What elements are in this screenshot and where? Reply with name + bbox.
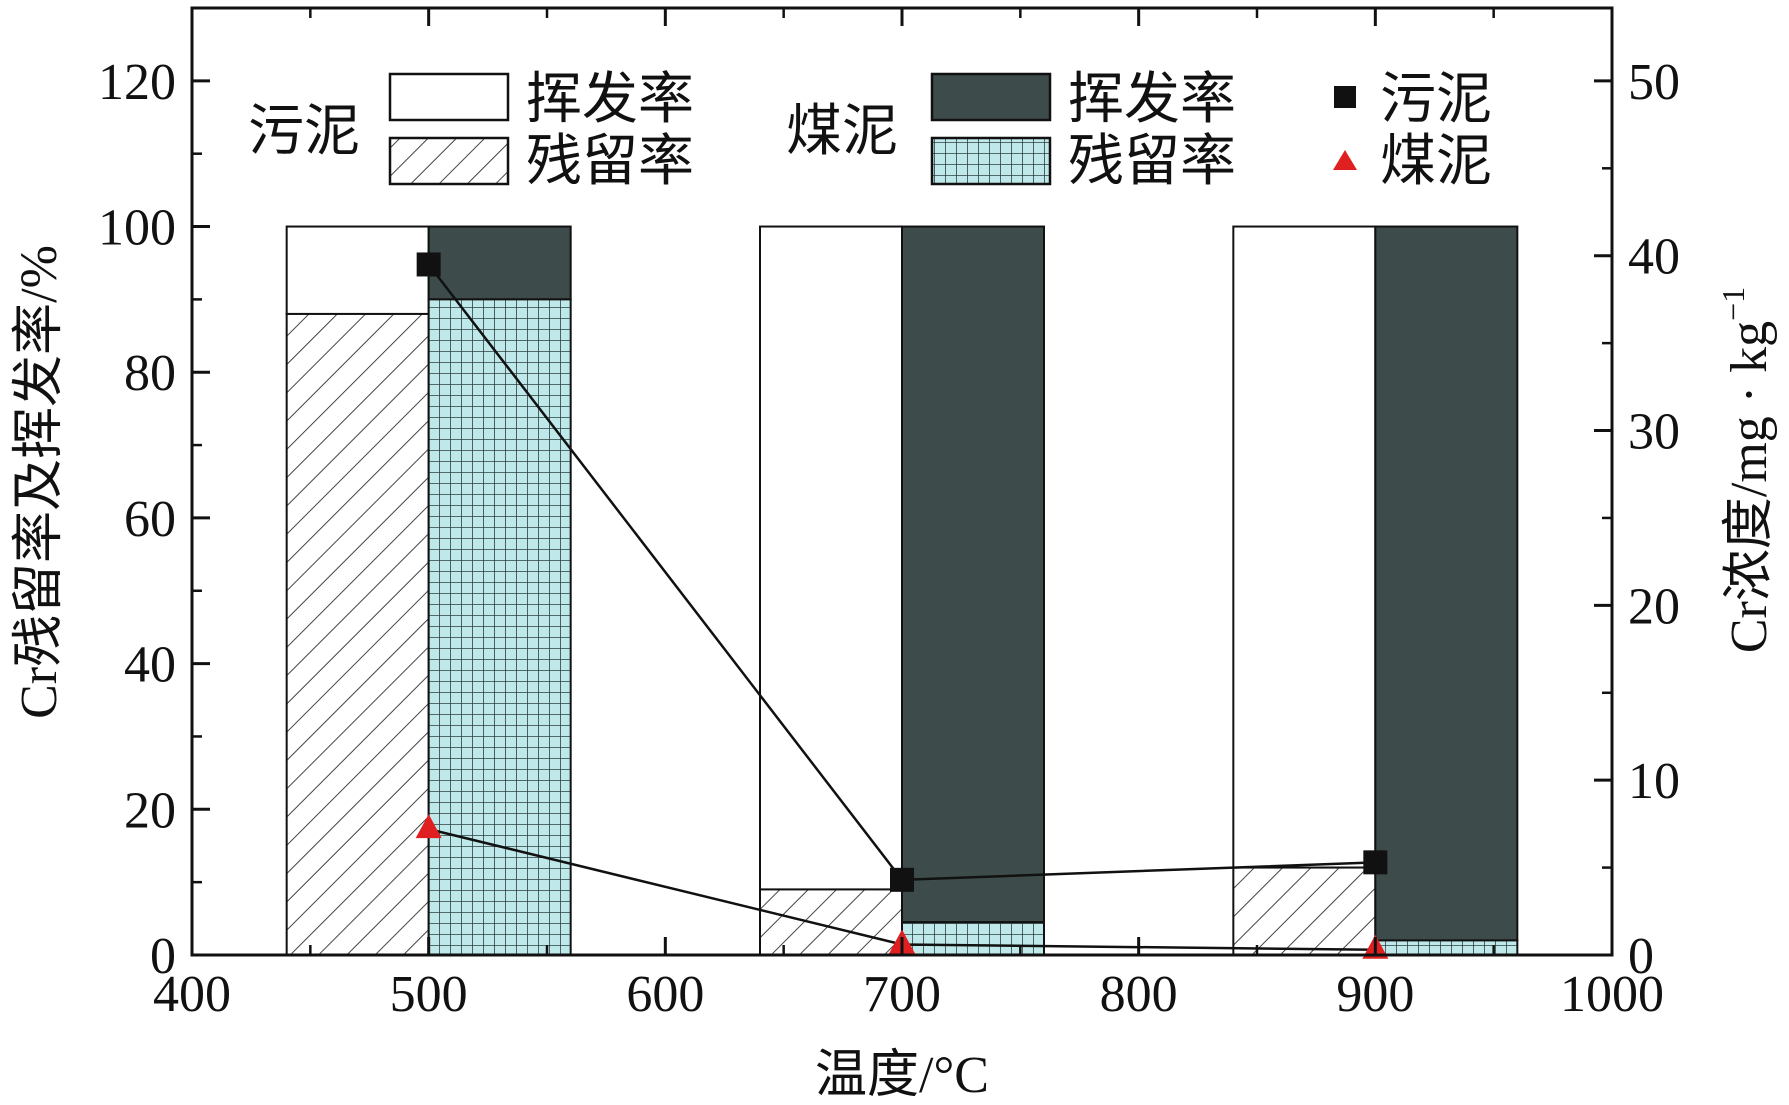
x-tick-label-3: 700 <box>863 966 941 1023</box>
bar-residual-煤泥-2 <box>1374 939 1519 957</box>
marker-coal-0 <box>415 814 442 839</box>
legend-label-sludge-residual: 残留率 <box>526 131 694 193</box>
legend-swatch-sludge-volatilization <box>388 72 510 122</box>
bar-volatilization-煤泥-2 <box>1374 225 1519 942</box>
bar-residual-煤泥-1 <box>901 921 1045 957</box>
legend-label-coal-volatilization: 挥发率 <box>1068 69 1236 131</box>
legend-label-coal-residual: 残留率 <box>1068 131 1236 193</box>
bar-residual-污泥-2 <box>1232 866 1377 956</box>
bar-residual-污泥-0 <box>285 312 430 956</box>
bar-residual-污泥-1 <box>759 888 903 957</box>
y-left-axis-ticks: 0 20 40 60 80 100 120 <box>98 54 210 985</box>
bars-layer <box>285 225 1519 957</box>
bar-volatilization-污泥-1 <box>759 225 903 891</box>
x-axis-title: 温度/°C <box>815 1047 989 1104</box>
y-left-tick-label-6: 120 <box>98 54 176 111</box>
y-left-axis-title: Cr残留率及挥发率/% <box>11 245 68 719</box>
legend-swatch-coal-residual <box>930 136 1052 186</box>
y-left-tick-label-0: 0 <box>150 928 176 985</box>
x-tick-label-5: 900 <box>1336 966 1414 1023</box>
markers-layer <box>415 252 1389 959</box>
legend-group-sludge: 污泥 <box>248 101 360 163</box>
y-left-tick-label-5: 100 <box>98 200 176 257</box>
x-tick-label-0: 400 <box>153 966 231 1023</box>
marker-sludge-1 <box>890 867 914 892</box>
bar-residual-煤泥-0 <box>427 298 572 956</box>
y-right-axis-title-main: Cr浓度/mg · kg <box>1721 321 1778 653</box>
legend-label-line-coal: 煤泥 <box>1380 131 1492 193</box>
legend-label-sludge-volatilization: 挥发率 <box>526 69 694 131</box>
marker-sludge-2 <box>1363 850 1388 875</box>
y-right-tick-label-3: 30 <box>1628 404 1680 461</box>
y-right-tick-label-0: 0 <box>1628 928 1654 985</box>
x-tick-label-1: 500 <box>390 966 468 1023</box>
marker-sludge-0 <box>416 252 441 277</box>
bar-volatilization-煤泥-1 <box>901 225 1045 924</box>
x-tick-label-2: 600 <box>626 966 704 1023</box>
x-axis-ticks: 400 500 600 700 800 900 1000 <box>153 8 1664 1023</box>
y-right-tick-label-1: 10 <box>1628 753 1680 810</box>
bar-volatilization-污泥-0 <box>285 225 430 315</box>
legend: 污泥 挥发率 残留率 煤泥 挥发率 残留率 污泥 煤泥 <box>248 69 1492 193</box>
legend-marker-coal <box>1333 150 1357 170</box>
bar-volatilization-污泥-2 <box>1232 225 1377 869</box>
x-tick-label-4: 800 <box>1100 966 1178 1023</box>
legend-marker-sludge <box>1334 86 1356 108</box>
y-left-tick-label-2: 40 <box>124 637 176 694</box>
y-right-axis-ticks: 0 10 20 30 40 50 <box>1594 54 1680 985</box>
legend-swatch-coal-volatilization <box>930 72 1052 122</box>
legend-group-coal: 煤泥 <box>786 101 898 163</box>
y-left-tick-label-1: 20 <box>124 782 176 839</box>
y-right-tick-label-2: 20 <box>1628 578 1680 635</box>
y-right-tick-label-5: 50 <box>1628 54 1680 111</box>
legend-label-line-sludge: 污泥 <box>1380 69 1492 131</box>
y-right-tick-label-4: 40 <box>1628 229 1680 286</box>
bar-volatilization-煤泥-0 <box>427 225 572 301</box>
y-left-tick-label-3: 60 <box>124 491 176 548</box>
y-right-axis-title-sup: −1 <box>1715 287 1751 321</box>
y-right-axis-title: Cr浓度/mg · kg−1 <box>1715 287 1778 653</box>
legend-swatch-sludge-residual <box>388 136 510 186</box>
x-tick-label-6: 1000 <box>1560 966 1664 1023</box>
y-left-tick-label-4: 80 <box>124 345 176 402</box>
